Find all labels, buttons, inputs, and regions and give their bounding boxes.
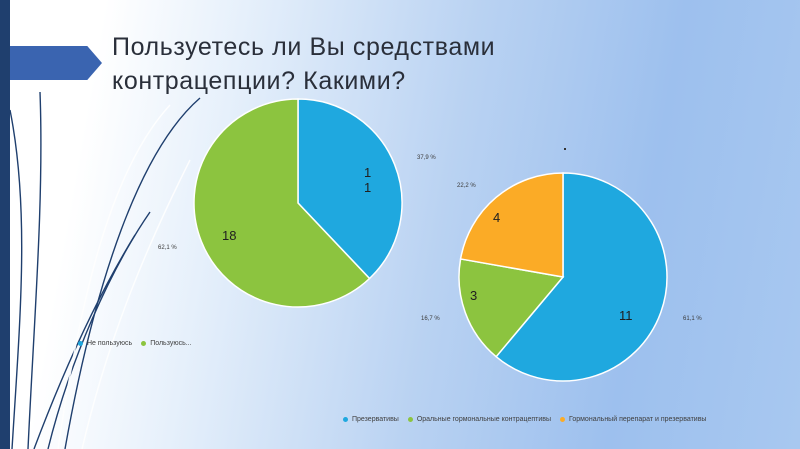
pie1-slice-0 — [297, 98, 403, 280]
stray-dot — [564, 148, 566, 150]
pie1-percent-label-0: 37,9 % — [417, 155, 436, 161]
legend-swatch-icon — [141, 341, 147, 346]
pie2-legend-item-0: Презервативы — [343, 416, 399, 423]
legend-label: Пользуюсь... — [150, 340, 192, 347]
pie2-legend-item-2: Гормональный перепарат и презервативы — [560, 416, 706, 423]
pie2-value-label-1: 3 — [470, 288, 478, 303]
legend-label: Оральные гормональные контрацептивы — [416, 416, 552, 423]
pie1-percent-label-1: 62,1 % — [158, 245, 177, 251]
pie1-legend-item-1: Пользуюсь... — [141, 340, 192, 347]
legend-label: Не пользуюсь — [87, 340, 133, 347]
legend-swatch-icon — [407, 417, 413, 422]
pie2-value-label-2: 4 — [493, 210, 501, 225]
pie2-percent-label-1: 16,7 % — [421, 316, 440, 322]
pie2-legend: Презервативы Оральные гормональные контр… — [343, 416, 715, 423]
pie1-value-label-0: 1 1 — [364, 165, 372, 195]
pie2-value-label-0: 11 — [619, 308, 633, 323]
pie2-legend-item-1: Оральные гормональные контрацептивы — [407, 416, 552, 423]
pie1-value-label-1: 18 — [222, 228, 237, 243]
legend-label: Презервативы — [352, 416, 399, 423]
legend-swatch-icon — [78, 341, 83, 346]
pie1-legend-item-0: Не пользуюсь — [78, 340, 132, 347]
pie2-percent-label-0: 61,1 % — [683, 316, 702, 322]
pie2-percent-label-2: 22,2 % — [457, 183, 476, 189]
pie2-slice-1 — [458, 258, 565, 358]
legend-label: Гормональный перепарат и презервативы — [569, 416, 707, 423]
left-accent-bar — [0, 0, 10, 449]
pie2-slice-0 — [495, 172, 668, 382]
legend-swatch-icon — [343, 417, 348, 422]
pie1-legend: Не пользуюсь Пользуюсь... — [78, 340, 201, 347]
pie2-slice-2 — [459, 172, 564, 278]
pie1-slice-1 — [193, 98, 371, 308]
legend-swatch-icon — [560, 417, 566, 422]
slide-title: Пользуетесь ли Вы средствами контрацепци… — [112, 33, 496, 95]
title-arrow-shape — [10, 46, 102, 80]
